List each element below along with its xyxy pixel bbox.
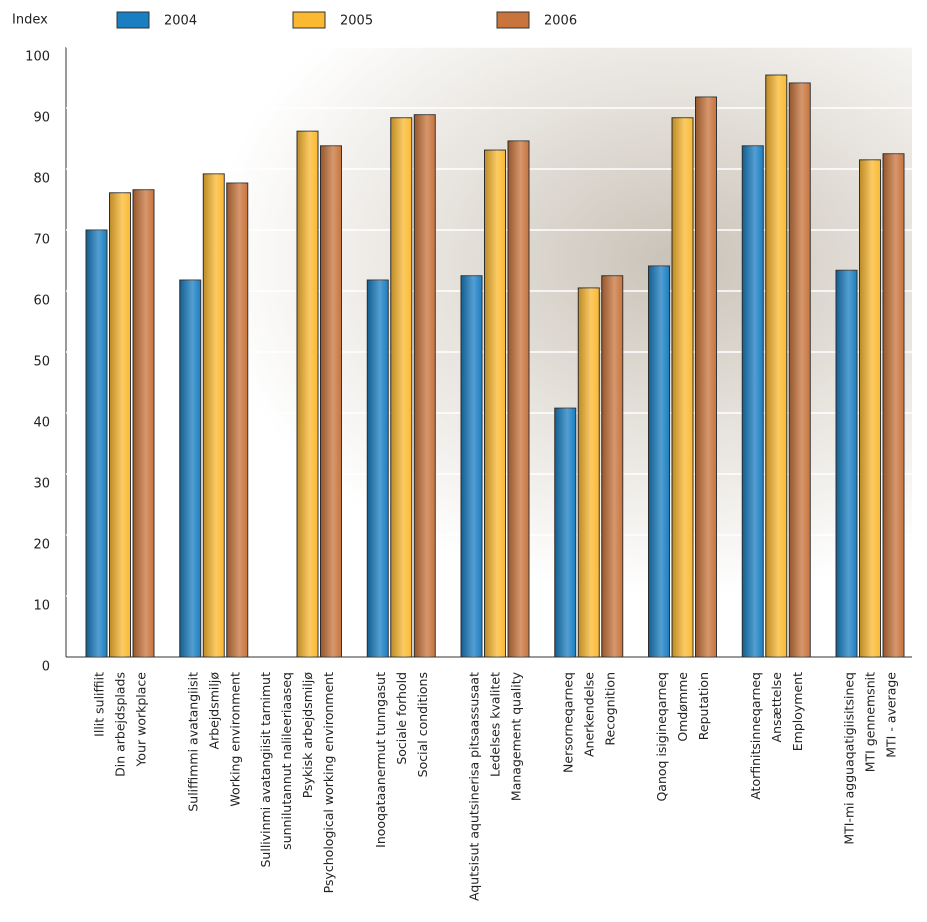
bar xyxy=(508,141,529,657)
y-tick-label: 80 xyxy=(33,172,50,187)
x-tick-label: Omdømme xyxy=(675,672,690,742)
bar xyxy=(86,230,107,657)
x-tick-label: Ledelses kvalitet xyxy=(488,672,503,777)
bar xyxy=(860,160,881,657)
legend-label: 2005 xyxy=(340,14,373,29)
bar xyxy=(133,190,154,657)
legend-label: 2006 xyxy=(544,14,577,29)
x-tick-label: Aqutsisut aqutsinerisa pitsaassusaat xyxy=(467,672,482,901)
x-tick-label: Atorfinitsinneqarneq xyxy=(748,672,763,800)
bar xyxy=(227,183,248,657)
bar xyxy=(742,146,763,657)
x-tick-label: Social conditions xyxy=(415,672,430,777)
x-tick-label: Reputation xyxy=(696,672,711,740)
bar xyxy=(391,118,412,657)
x-tick-label: Qanoq isigineqarneq xyxy=(654,672,669,802)
x-tick-label: Psykisk arbejdsmiljø xyxy=(300,672,315,799)
y-tick-label: 40 xyxy=(33,416,50,431)
x-tick-label: Psychological working environment xyxy=(321,672,336,893)
x-tick-label: MTI - average xyxy=(884,672,899,758)
x-tick-label: Ansættelse xyxy=(769,672,784,743)
y-tick-label: 60 xyxy=(33,294,50,309)
x-tick-label: Din arbejdsplads xyxy=(113,672,128,777)
x-tick-label: Illit suliffiit xyxy=(92,672,107,737)
legend-swatch xyxy=(293,12,325,28)
bar xyxy=(578,288,599,657)
bar xyxy=(602,276,623,657)
y-tick-label: 100 xyxy=(25,50,50,65)
y-tick-label: 20 xyxy=(33,538,50,553)
x-tick-label: Working environment xyxy=(227,672,242,807)
x-tick-label: MTI gennemsnit xyxy=(863,672,878,772)
bar xyxy=(485,150,506,657)
x-tick-label: Sociale forhold xyxy=(394,672,409,765)
legend-label: 2004 xyxy=(164,14,197,29)
bar xyxy=(203,174,224,657)
bar xyxy=(555,408,576,657)
y-axis-label: Index xyxy=(12,13,48,28)
x-tick-label: sunnilutannut nalileeriaaseq xyxy=(279,672,294,850)
y-tick-label: 30 xyxy=(33,477,50,492)
x-tick-label: MTI-mi agguaqatigiisitsineq xyxy=(842,672,857,845)
bar xyxy=(180,280,201,657)
x-tick-label: Your workplace xyxy=(134,672,149,768)
x-tick-label: Anerkendelse xyxy=(581,672,596,757)
bar xyxy=(321,146,342,657)
bar xyxy=(836,270,857,657)
bar xyxy=(789,83,810,657)
bar xyxy=(414,115,435,657)
bar xyxy=(110,193,131,657)
y-tick-label: 0 xyxy=(42,660,50,675)
x-tick-label: Recognition xyxy=(602,672,617,746)
y-tick-label: 50 xyxy=(33,355,50,370)
x-tick-label: Inooqataanermut tunngasut xyxy=(373,672,388,848)
x-tick-label: Arbejdsmiljø xyxy=(206,672,221,750)
x-tick-label: Management quality xyxy=(509,671,524,801)
y-tick-label: 70 xyxy=(33,233,50,248)
bar xyxy=(367,280,388,657)
bar xyxy=(297,131,318,657)
bar xyxy=(883,154,904,657)
page: Index 0 10 20 30 40 50 60 70 80 90 100 2004 2005 2006… xyxy=(0,0,927,922)
chart: Index 0 10 20 30 40 50 60 70 80 90 100 2004 2005 2006… xyxy=(0,0,927,922)
legend-swatch xyxy=(117,12,149,28)
bar xyxy=(461,276,482,657)
bar xyxy=(696,97,717,657)
x-tick-label: Sullivinmi avatangiisit tarnimut xyxy=(258,672,273,868)
x-tick-label: Suliffimmi avatangiisit xyxy=(185,672,200,812)
bar xyxy=(766,75,787,657)
legend-swatch xyxy=(497,12,529,28)
bar xyxy=(649,266,670,657)
x-tick-label: Nersorneqarneq xyxy=(560,672,575,773)
bar xyxy=(672,118,693,657)
y-tick-label: 90 xyxy=(33,111,50,126)
y-tick-label: 10 xyxy=(33,599,50,614)
x-tick-label: Employment xyxy=(790,672,805,751)
